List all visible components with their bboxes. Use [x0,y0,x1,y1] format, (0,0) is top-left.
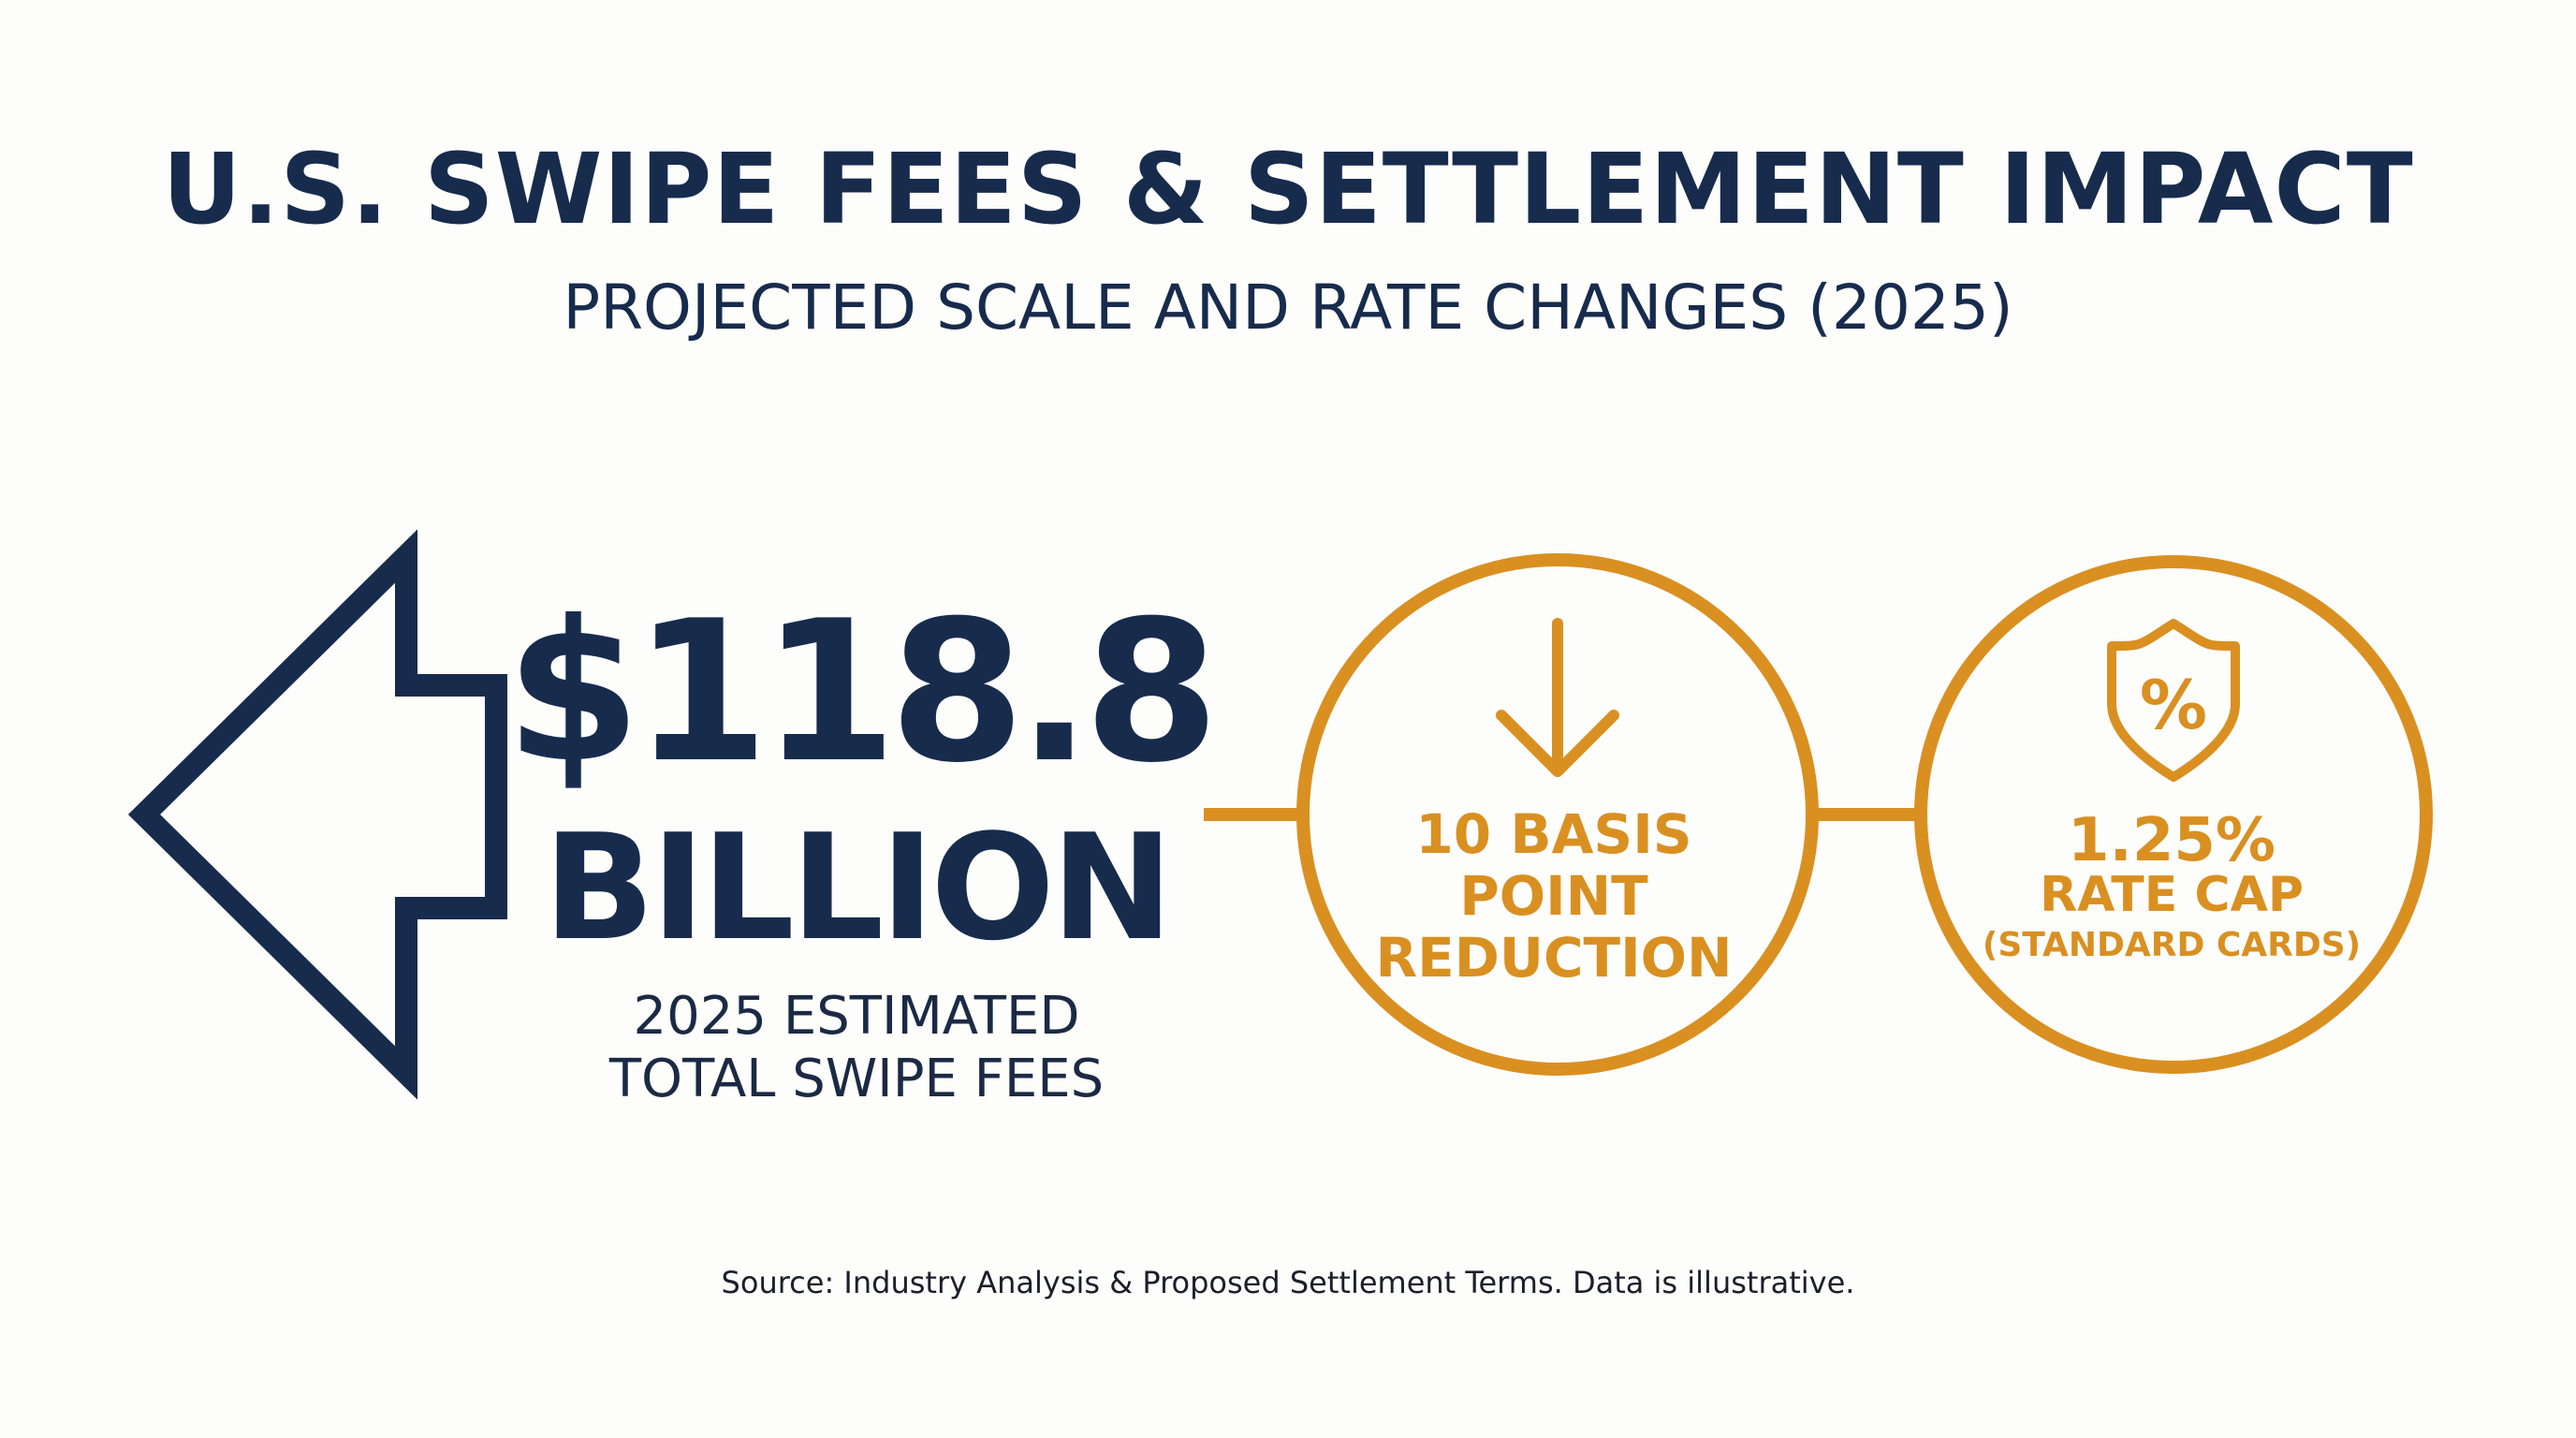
reduction-text: 10 BASIS POINT REDUCTION [1320,803,1788,989]
reduction-line1: 10 BASIS [1415,802,1692,866]
reduction-line3: REDUCTION [1375,926,1733,990]
arrow-down-icon [1496,618,1619,777]
reduction-circle [1296,553,1819,1076]
total-fees-unit: BILLION [543,802,1174,973]
total-fees-caption-line2: TOTAL SWIPE FEES [608,1049,1105,1110]
rate-cap-label: RATE CAP [2040,867,2304,923]
left-arrow-outline-icon [127,529,507,1100]
reduction-line2: POINT [1459,864,1648,929]
total-fees-caption-line1: 2025 ESTIMATED [633,986,1080,1047]
total-fees-caption: 2025 ESTIMATED TOTAL SWIPE FEES [505,985,1208,1110]
rate-cap-circle [1914,555,2433,1074]
page-subtitle: PROJECTED SCALE AND RATE CHANGES (2025) [563,271,2013,344]
rate-cap-value: 1.25% [2067,806,2276,875]
page-title: U.S. SWIPE FEES & SETTLEMENT IMPACT [162,132,2414,246]
shield-percent-glyph: % [2140,666,2207,744]
source-note: Source: Industry Analysis & Proposed Set… [721,1265,1855,1300]
rate-cap-note: (STANDARD CARDS) [1982,926,2362,964]
shield-percent-icon [2107,619,2240,782]
total-fees-value: $118.8 [505,580,1220,806]
